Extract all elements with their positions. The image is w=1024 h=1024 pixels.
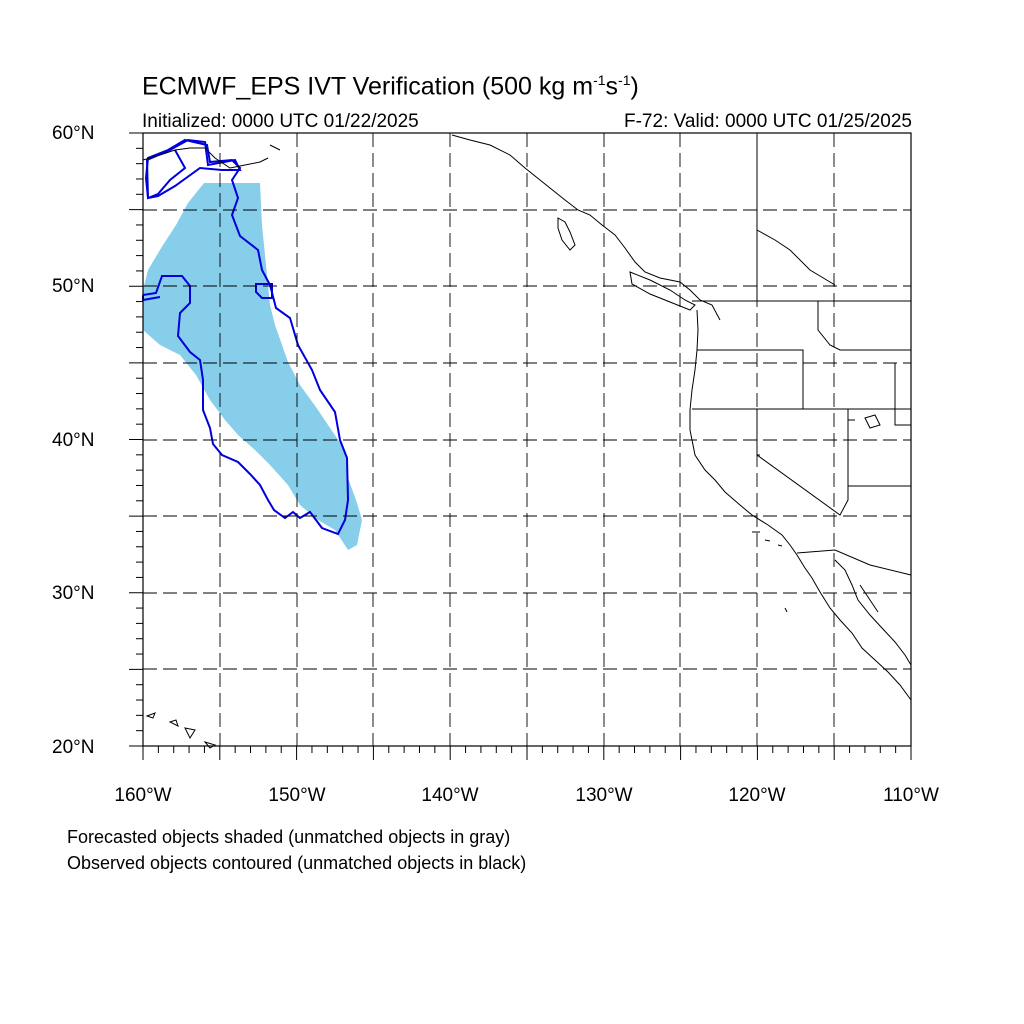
guadalupe-island: [784, 607, 788, 613]
initialized-time: Initialized: 0000 UTC 01/22/2025: [142, 111, 419, 132]
lon-label-130w: 130°W: [575, 785, 633, 806]
footnote-observed: Observed objects contoured (unmatched ob…: [67, 853, 527, 873]
channel-islands: [752, 531, 783, 547]
title-unit-s: s: [605, 72, 619, 101]
west-coast: [689, 309, 912, 701]
ca-mexico-border: [796, 549, 912, 576]
title-exponent-2: -1: [618, 72, 631, 88]
lon-label-120w: 120°W: [728, 785, 786, 806]
vancouver-island: [629, 271, 696, 311]
lon-label-160w: 160°W: [114, 785, 172, 806]
baja-gulf: [834, 559, 912, 666]
lat-label-50: 50°N: [52, 276, 95, 297]
observed-object-small: [255, 283, 273, 299]
great-salt-lake: [864, 414, 881, 429]
lat-label-40: 40°N: [52, 430, 95, 451]
axis-ticks: [129, 132, 912, 760]
haida-gwaii: [557, 217, 576, 251]
lon-label-140w: 140°W: [421, 785, 479, 806]
observed-object-alaska: [145, 138, 242, 200]
lon-label-110w: 110°W: [883, 785, 939, 806]
lon-label-150w: 150°W: [268, 785, 326, 806]
utah-border: [848, 363, 911, 487]
map-title: ECMWF_EPS IVT Verification (500 kg m-1s-…: [142, 72, 639, 101]
alaska-coast: [142, 144, 281, 169]
title-text: ECMWF_EPS IVT Verification (500 kg m: [142, 72, 594, 101]
forecast-object: [143, 183, 362, 550]
oregon-border: [692, 349, 911, 410]
lat-label-20: 20°N: [52, 737, 95, 758]
title-exponent-1: -1: [593, 72, 606, 88]
lat-label-30: 30°N: [52, 583, 95, 604]
title-suffix: ): [630, 72, 639, 101]
lat-label-60: 60°N: [52, 123, 95, 144]
graticule: [143, 133, 911, 746]
footnote-forecast: Forecasted objects shaded (unmatched obj…: [67, 827, 511, 847]
forecast-objects: [143, 183, 362, 550]
canada-interior: [756, 135, 836, 301]
hawaii-islands: [145, 712, 217, 749]
valid-time: F-72: Valid: 0000 UTC 01/25/2025: [624, 111, 912, 132]
idaho-border: [817, 301, 911, 351]
north-coast: [451, 134, 721, 321]
